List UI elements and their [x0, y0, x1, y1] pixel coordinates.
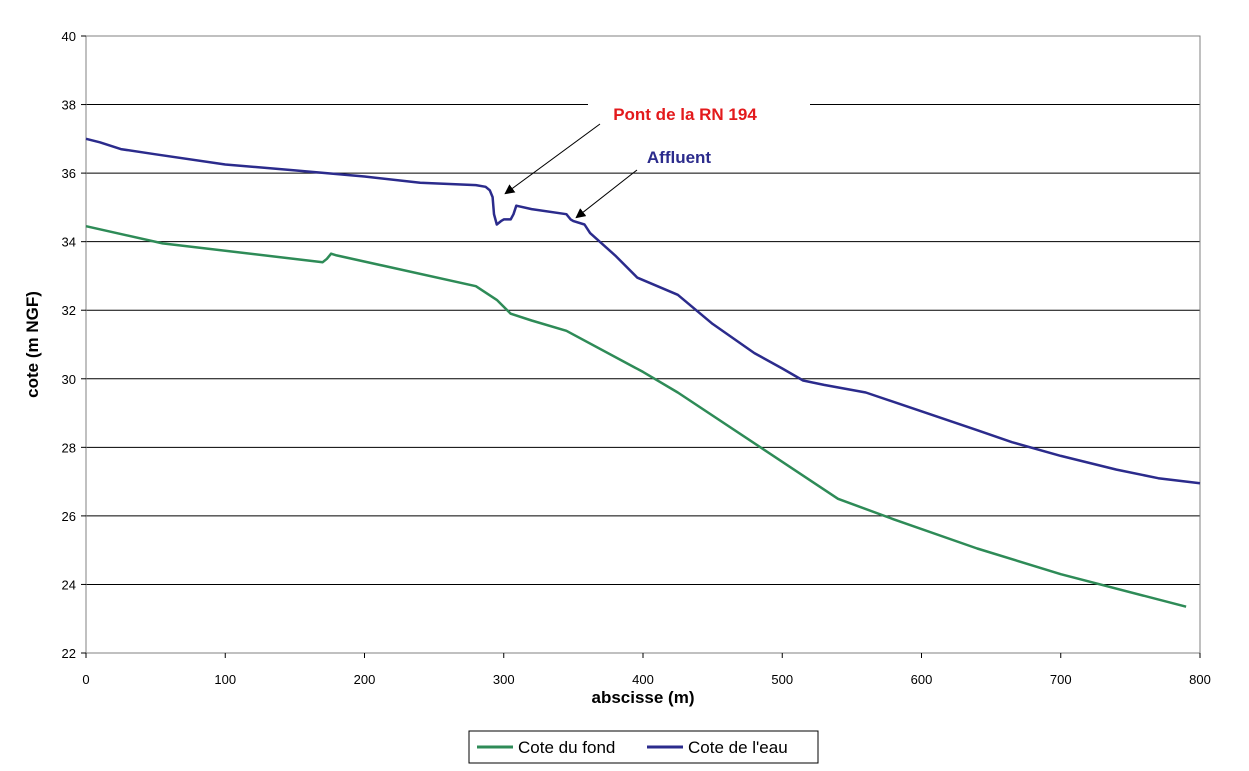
x-tick-label: 600 [911, 672, 933, 687]
x-tick-label: 400 [632, 672, 654, 687]
y-tick-label: 24 [62, 577, 76, 592]
plot-frame [85, 35, 1201, 654]
series-line-cote-du-fond [85, 224, 1187, 608]
x-tick-label: 300 [493, 672, 515, 687]
y-axis-title: cote (m NGF) [23, 291, 42, 398]
y-tick-label: 38 [62, 98, 76, 113]
annotations: Pont de la RN 194 Affluent [504, 105, 757, 219]
legend: Cote du fond Cote de l'eau [468, 730, 819, 764]
y-tick-label: 34 [62, 235, 76, 250]
x-tick-label: 500 [771, 672, 793, 687]
annotation-arrow-1 [575, 169, 638, 219]
x-axis-ticks: 0 100 200 300 400 500 600 700 800 [82, 653, 1211, 687]
annotation-arrow-0 [504, 123, 601, 195]
legend-box [468, 730, 819, 764]
y-tick-label: 28 [62, 440, 76, 455]
x-tick-label: 100 [214, 672, 236, 687]
x-tick-label: 800 [1189, 672, 1211, 687]
grid-lines [86, 104, 1200, 585]
y-tick-label: 22 [62, 646, 76, 661]
series-layer [85, 137, 1201, 608]
x-axis-title: abscisse (m) [592, 688, 695, 707]
annotation-label-0: Pont de la RN 194 [613, 105, 757, 124]
annotation-label-1: Affluent [647, 148, 712, 167]
y-tick-label: 40 [62, 29, 76, 44]
y-tick-label: 30 [62, 372, 76, 387]
y-tick-label: 32 [62, 303, 76, 318]
x-tick-label: 700 [1050, 672, 1072, 687]
series-line-cote-de-l-eau [85, 137, 1201, 485]
x-tick-label: 0 [82, 672, 89, 687]
y-tick-label: 26 [62, 509, 76, 524]
y-tick-label: 36 [62, 166, 76, 181]
annotation-background [588, 97, 810, 111]
x-tick-label: 200 [354, 672, 376, 687]
y-axis-ticks: 22 24 26 28 30 32 34 36 38 40 [62, 29, 86, 661]
legend-label-cote-du-fond: Cote du fond [518, 738, 615, 757]
legend-label-cote-de-l-eau: Cote de l'eau [688, 738, 788, 757]
